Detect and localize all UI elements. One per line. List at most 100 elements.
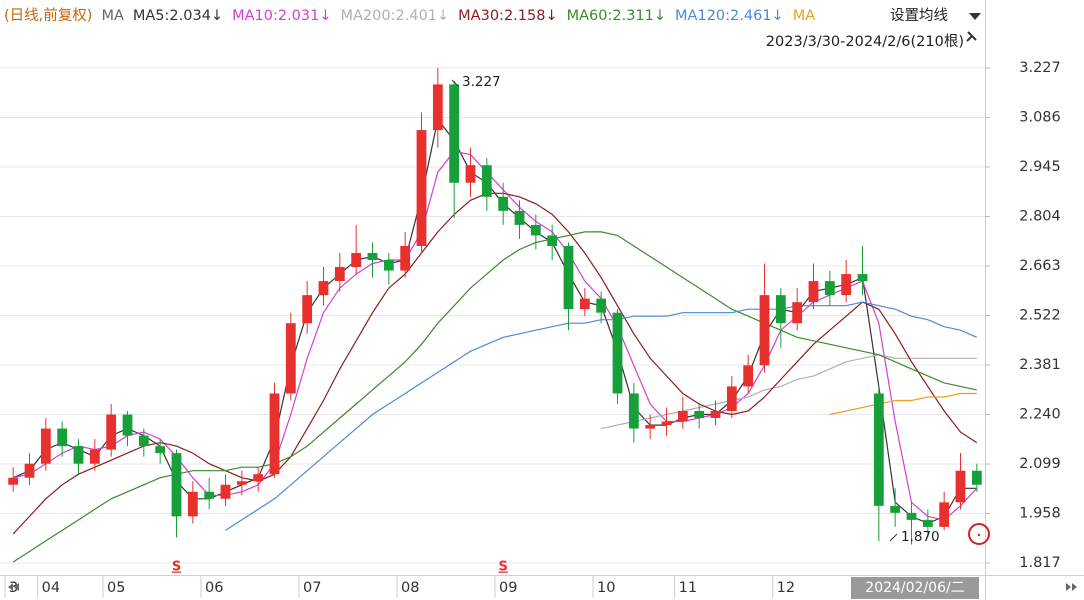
candle-body	[775, 295, 786, 324]
candle-body	[302, 295, 313, 324]
candle-body	[416, 130, 427, 246]
candle-body	[743, 365, 754, 387]
grid	[0, 67, 985, 564]
candle-body	[449, 84, 460, 183]
y-tick-label: 2.240	[1019, 407, 1061, 423]
candle-body	[73, 446, 84, 464]
settings-label[interactable]: 设置均线	[890, 8, 948, 24]
y-tick-label: 3.227	[1019, 60, 1061, 76]
candle-body	[57, 428, 68, 447]
legend-entry: MA5:2.034↓	[132, 8, 224, 24]
candle-body	[40, 428, 51, 464]
legend-entry: MA	[792, 8, 816, 24]
y-tick-label: 2.945	[1019, 159, 1061, 175]
candle-body	[155, 446, 166, 454]
ma-line	[829, 392, 977, 416]
settings[interactable]: 设置均线	[884, 4, 984, 28]
candle-body	[24, 463, 35, 478]
scroll-left-icon[interactable]	[8, 583, 19, 591]
candle-body	[939, 502, 950, 527]
legend-items: MA5:2.034↓ MA10:2.031↓ MA200:2.401↓ MA30:2.…	[133, 8, 824, 24]
y-tick-label: 1.817	[1019, 555, 1061, 571]
legend-entry: MA120:2.461↓	[675, 8, 784, 24]
candle-body	[792, 302, 803, 324]
candle-body	[432, 84, 443, 131]
candle-body	[922, 519, 933, 527]
candle-body	[694, 411, 705, 419]
candle-body	[628, 393, 639, 429]
candle-body	[808, 281, 819, 303]
candles	[8, 67, 982, 545]
x-tick-label: 07	[303, 580, 321, 596]
legend-entry: MA60:2.311↓	[566, 8, 667, 24]
scroll-right-icon[interactable]	[1066, 583, 1077, 591]
candle-body	[351, 252, 362, 268]
x-tick-label: 3	[9, 580, 18, 596]
candle-body	[285, 323, 296, 394]
x-tick-label: 12	[777, 580, 795, 596]
legend-entry: MA30:2.158↓	[458, 8, 558, 24]
min-annotation: 1.870	[901, 529, 940, 545]
candle-body	[530, 224, 541, 236]
candle-body	[971, 470, 982, 485]
candle-body	[824, 281, 835, 296]
x-tick-label: 04	[42, 580, 60, 596]
candle-body	[661, 421, 672, 426]
candle-body	[383, 260, 394, 271]
candle-body	[710, 411, 721, 419]
max-arrow	[451, 79, 459, 87]
candle-body	[269, 393, 280, 475]
y-tick-label: 2.663	[1019, 258, 1061, 274]
legend: (日线,前复权) MA MA5:2.034↓ MA10:2.031↓ MA200:2.4…	[4, 4, 884, 28]
chart-title: (日线,前复权)	[4, 8, 93, 24]
candle-body	[187, 491, 198, 517]
crosshair-label-box	[851, 577, 979, 599]
candle-body	[138, 435, 149, 447]
candle-body	[106, 414, 117, 450]
candle-body	[253, 474, 264, 482]
candle-body	[563, 245, 574, 310]
y-tick-label: 1.958	[1019, 506, 1061, 522]
y-tick-label: 2.804	[1019, 208, 1061, 224]
candle-body	[906, 512, 917, 520]
candle-body	[857, 274, 868, 282]
candle-body	[514, 210, 525, 225]
candle-body	[236, 481, 247, 485]
candle-body	[465, 165, 476, 183]
candle-body	[498, 196, 509, 211]
dropdown-icon[interactable]	[968, 12, 982, 22]
candle-body	[89, 449, 100, 464]
candle-body	[612, 312, 623, 394]
min-arrow	[889, 533, 898, 542]
candle-body	[645, 425, 656, 429]
x-tick-label: 11	[679, 580, 697, 596]
candle-body	[890, 505, 901, 513]
candle-body	[318, 281, 329, 296]
crosshair-label: 2024/02/06/二	[865, 580, 964, 596]
status-icon[interactable]	[968, 523, 990, 545]
candle-body	[726, 386, 737, 412]
candle-body	[8, 477, 19, 485]
x-tick-label: 09	[499, 580, 517, 596]
signal-label: S	[498, 560, 507, 575]
candle-body	[841, 274, 852, 296]
pin-icon[interactable]	[966, 31, 977, 42]
candle-body	[204, 491, 215, 499]
candle-body	[596, 298, 607, 313]
candle-body	[579, 298, 590, 310]
y-tick-label: 2.522	[1019, 307, 1061, 323]
candle-body	[122, 414, 133, 436]
candle-body	[400, 245, 411, 271]
y-tick-label: 2.381	[1019, 357, 1061, 373]
axes: 3.227 3.086 2.945 2.804 2.663 2.522 2.381 2.240…	[4, 60, 1061, 598]
candle-body	[873, 393, 884, 506]
candle-body	[547, 235, 558, 246]
status-icon-dot	[977, 533, 981, 537]
ma-label: MA	[101, 8, 124, 24]
candle-body	[334, 267, 345, 282]
y-tick-label: 3.086	[1019, 109, 1061, 125]
x-tick-label: 06	[205, 580, 223, 596]
x-tick-label: 08	[401, 580, 419, 596]
